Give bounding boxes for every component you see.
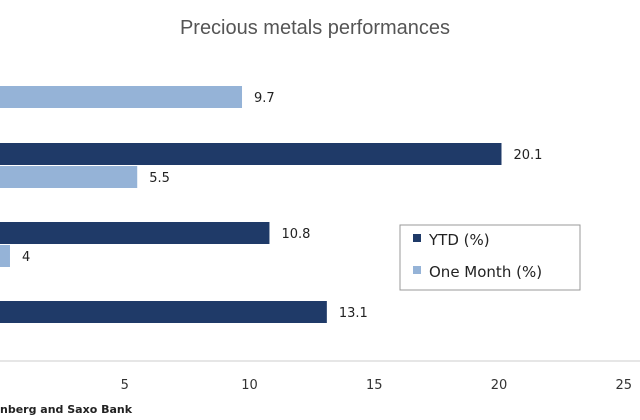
data-label-one-month-1: 5.5 (149, 171, 170, 186)
x-tick-label-25: 25 (615, 378, 632, 393)
bar-one-month-0 (0, 86, 243, 108)
x-tick-label-5: 5 (121, 378, 129, 393)
x-ticks-group: 5 10 15 20 25 (121, 378, 632, 393)
bar-ytd-2 (0, 222, 270, 244)
bar-ytd-1 (0, 143, 502, 165)
legend-box (399, 224, 581, 291)
x-tick-label-20: 20 (491, 378, 508, 393)
chart-title: Precious metals performances (180, 17, 450, 39)
x-tick-label-15: 15 (366, 378, 383, 393)
data-label-ytd-2: 10.8 (281, 227, 310, 242)
bar-one-month-2 (0, 245, 10, 267)
legend: YTD (%) One Month (%) (399, 224, 581, 291)
legend-label-ytd: YTD (%) (428, 231, 490, 249)
bar-one-month-1 (0, 166, 138, 188)
legend-label-one-month: One Month (%) (429, 263, 542, 281)
data-label-ytd-1: 20.1 (513, 148, 542, 163)
legend-swatch-ytd (413, 234, 421, 242)
data-label-one-month-0: 9.7 (254, 91, 275, 106)
bar-ytd-3 (0, 301, 327, 323)
bars-group (0, 86, 502, 323)
legend-swatch-one-month (413, 266, 421, 274)
x-tick-label-10: 10 (241, 378, 258, 393)
data-label-ytd-3: 13.1 (339, 306, 368, 321)
source-note: nberg and Saxo Bank (0, 403, 133, 416)
data-labels-group: 20.1 10.8 13.1 9.7 5.5 4 (22, 91, 542, 321)
data-label-one-month-2: 4 (22, 250, 30, 265)
